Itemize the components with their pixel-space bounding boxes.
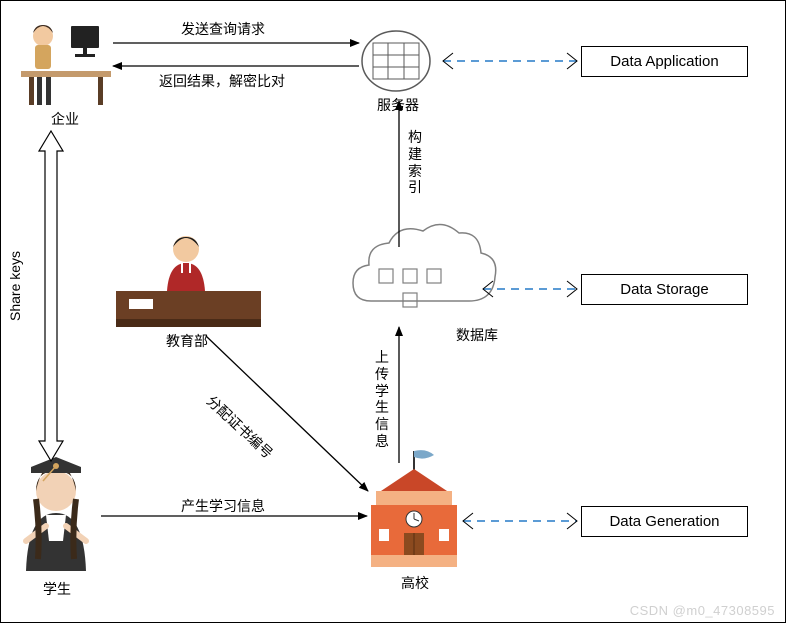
- server-label: 服务器: [377, 95, 419, 115]
- diagram-canvas: 企业 服务器 教育部 数据库 学生 高校 Data Application Da…: [0, 0, 786, 623]
- server-icon: [362, 31, 430, 91]
- database-label: 数据库: [456, 325, 498, 345]
- watermark: CSDN @m0_47308595: [630, 603, 775, 618]
- education-label: 教育部: [166, 331, 208, 351]
- student-icon: [26, 457, 86, 571]
- university-icon: [371, 450, 457, 567]
- label-build-index: 构建索引: [407, 129, 423, 196]
- label-send-query: 发送查询请求: [181, 19, 265, 39]
- student-label: 学生: [43, 579, 71, 599]
- enterprise-label: 企业: [51, 109, 79, 129]
- label-gen-learn: 产生学习信息: [181, 496, 265, 516]
- university-label: 高校: [401, 573, 429, 593]
- enterprise-icon: [21, 25, 111, 105]
- database-icon: [353, 224, 496, 307]
- layer-generation-box: Data Generation: [581, 506, 748, 537]
- label-return-result: 返回结果，解密比对: [159, 71, 285, 91]
- education-icon: [116, 236, 261, 327]
- edge-share-keys: [39, 131, 63, 461]
- layer-storage-box: Data Storage: [581, 274, 748, 305]
- label-upload-info: 上传学生信息: [374, 349, 390, 450]
- label-share-keys: Share keys: [7, 251, 23, 321]
- layer-application-box: Data Application: [581, 46, 748, 77]
